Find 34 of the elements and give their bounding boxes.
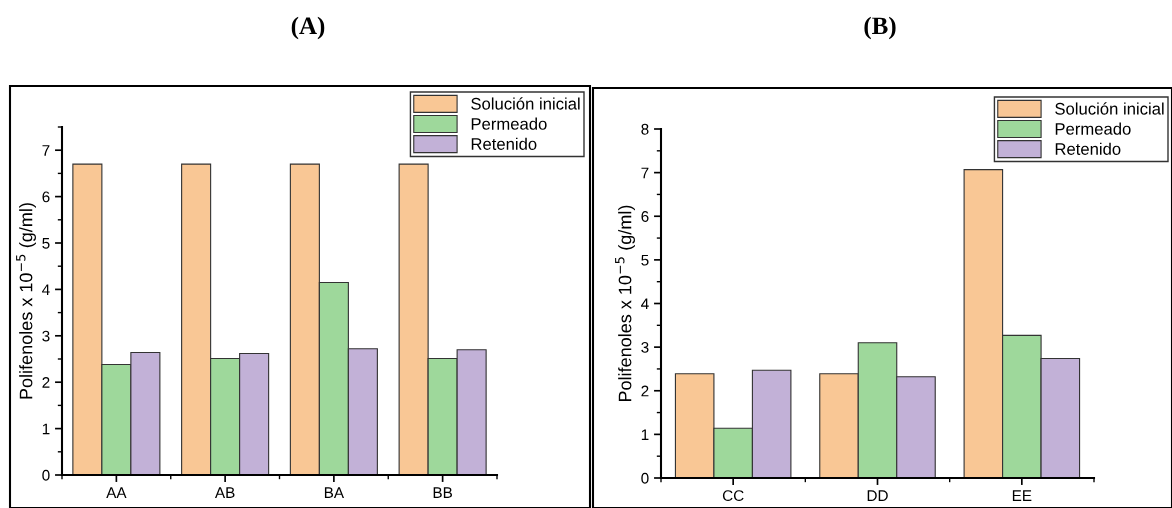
x-tick-label: BA xyxy=(324,487,345,498)
y-tick-label: 4 xyxy=(42,284,50,295)
x-tick-label: BB xyxy=(433,487,453,498)
y-tick-label: 8 xyxy=(641,123,649,135)
legend-label: Permeado xyxy=(471,117,547,130)
y-tick-label: 0 xyxy=(42,469,50,481)
y-tick-label: 1 xyxy=(641,429,649,440)
y-tick-label: 5 xyxy=(641,254,649,266)
y-tick-label: 3 xyxy=(641,341,649,353)
x-tick-label: AA xyxy=(106,487,127,498)
y-tick-label: 6 xyxy=(641,211,649,222)
legend-label: Retenido xyxy=(471,137,537,150)
y-axis-title: Polifenoles x 10$^{−5}$ (g/ml) xyxy=(16,203,36,399)
y-tick-label: 4 xyxy=(641,298,649,310)
y-tick-label: 5 xyxy=(42,238,50,249)
y-tick-label: 3 xyxy=(42,330,50,342)
x-tick-label: EE xyxy=(1012,490,1032,501)
x-tick-label: CC xyxy=(722,490,744,502)
y-tick-label: 6 xyxy=(42,191,50,203)
legend-label: Solución inicial xyxy=(1055,102,1164,115)
y-tick-label: 0 xyxy=(641,472,649,484)
legend-label: Solución inicial xyxy=(471,97,580,110)
y-tick-label: 7 xyxy=(42,145,50,156)
x-tick-label: AB xyxy=(214,487,235,498)
chart-title: (A) xyxy=(291,16,325,40)
y-tick-label: 7 xyxy=(641,167,649,179)
x-tick-label: DD xyxy=(867,490,888,501)
y-axis-title: Polifenoles x 10$^{−5}$ (g/ml) xyxy=(615,205,635,402)
legend-label: Permeado xyxy=(1055,122,1131,135)
chart-title: (B) xyxy=(864,16,896,40)
y-tick-label: 2 xyxy=(641,385,649,397)
y-tick-label: 1 xyxy=(42,423,50,435)
legend-label: Retenido xyxy=(1055,142,1121,155)
y-tick-label: 2 xyxy=(42,377,50,388)
